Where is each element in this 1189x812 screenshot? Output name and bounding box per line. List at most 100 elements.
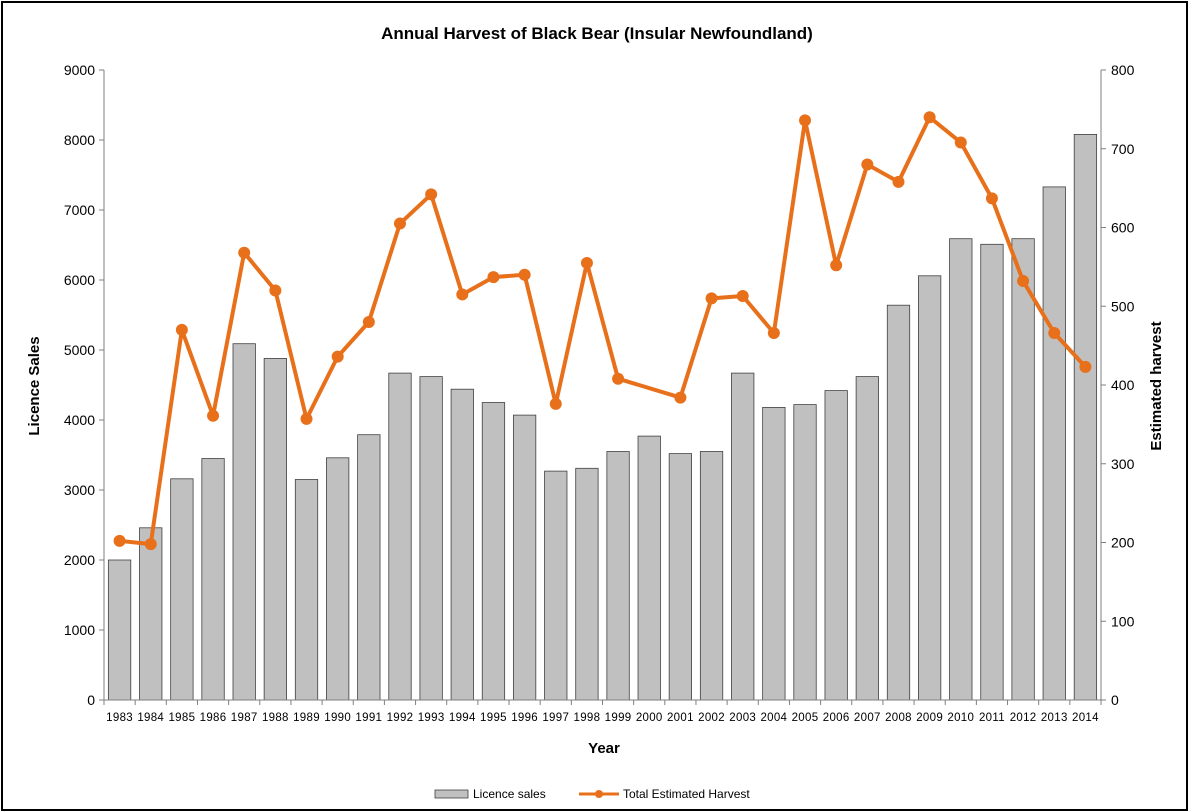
x-axis-title: Year <box>588 740 620 757</box>
y-tick-label: 8000 <box>64 132 95 148</box>
harvest-point-1998 <box>580 256 593 269</box>
harvest-point-1999 <box>612 372 625 385</box>
bar-1994 <box>450 388 474 701</box>
y2-tick-label: 400 <box>1111 377 1135 393</box>
bar-2009 <box>918 275 942 701</box>
harvest-point-2009 <box>923 111 936 124</box>
x-tick-label-1999: 1999 <box>605 712 632 724</box>
x-tick-label-2012: 2012 <box>1010 712 1037 724</box>
bar-2000 <box>637 435 661 701</box>
y-tick-label: 9000 <box>64 62 95 78</box>
bar-2003 <box>731 372 755 701</box>
y2-tick-label: 100 <box>1111 613 1135 629</box>
bar-1987 <box>232 343 256 701</box>
bar-1998 <box>575 467 599 701</box>
x-tick-label-2005: 2005 <box>792 712 819 724</box>
x-tick-label-2002: 2002 <box>698 712 725 724</box>
y2-tick-label: 200 <box>1111 535 1135 551</box>
bar-2001 <box>668 453 692 701</box>
y-tick-label: 6000 <box>64 272 95 288</box>
y-tick-label: 4000 <box>64 412 95 428</box>
legend: Licence sales Total Estimated Harvest <box>434 787 750 801</box>
x-tick-label-1993: 1993 <box>418 712 445 724</box>
y2-tick-label: 300 <box>1111 456 1135 472</box>
y2-tick-label: 0 <box>1111 692 1119 708</box>
bar-1995 <box>481 402 506 701</box>
line-series <box>113 111 1092 551</box>
harvest-point-2008 <box>892 175 905 188</box>
x-tick-label-2009: 2009 <box>916 712 943 724</box>
x-tick-label-1998: 1998 <box>574 712 601 724</box>
bar-1986 <box>201 458 225 701</box>
x-tick-label-1989: 1989 <box>293 712 320 724</box>
bar-1991 <box>357 434 381 701</box>
x-tick-label-1995: 1995 <box>480 712 507 724</box>
harvest-point-2012 <box>1017 275 1030 288</box>
chart-title: Annual Harvest of Black Bear (Insular Ne… <box>381 24 813 43</box>
bar-1992 <box>388 372 412 701</box>
bar-2011 <box>980 243 1004 701</box>
x-tick-label-2007: 2007 <box>854 712 881 724</box>
harvest-point-2014 <box>1079 360 1092 373</box>
harvest-point-1984 <box>144 538 157 551</box>
bar-1983 <box>107 559 132 701</box>
bar-2013 <box>1042 186 1066 701</box>
legend-label-licence-sales: Licence sales <box>473 787 546 801</box>
bar-2007 <box>855 376 879 701</box>
x-tick-label-2004: 2004 <box>760 712 787 724</box>
bar-1988 <box>263 357 287 701</box>
x-tick-label-1984: 1984 <box>137 712 164 724</box>
y-tick-label: 1000 <box>64 622 95 638</box>
harvest-point-1987 <box>238 246 251 259</box>
x-tick-label-2010: 2010 <box>947 712 974 724</box>
bar-1997 <box>544 470 568 701</box>
legend-label-harvest: Total Estimated Harvest <box>623 787 750 801</box>
y-tick-label: 0 <box>87 692 95 708</box>
harvest-point-1991 <box>362 316 375 328</box>
bar-2010 <box>949 238 973 701</box>
bar-2014 <box>1073 133 1098 701</box>
x-tick-label-2013: 2013 <box>1041 712 1068 724</box>
bar-2004 <box>762 406 786 701</box>
harvest-point-2010 <box>954 136 967 149</box>
x-tick-label-2001: 2001 <box>667 712 694 724</box>
bar-1990 <box>326 457 350 701</box>
harvest-point-2004 <box>767 327 780 340</box>
y2-tick-label: 500 <box>1111 298 1135 314</box>
bar-2008 <box>886 304 911 701</box>
y2-axis-ticks: 0 100 200 300 400 500 600 700 800 <box>1101 62 1135 708</box>
x-tick-label-1992: 1992 <box>387 712 414 724</box>
harvest-point-2007 <box>861 158 874 171</box>
x-tick-label-1991: 1991 <box>355 712 382 724</box>
harvest-point-1983 <box>113 534 126 547</box>
x-tick-label-2011: 2011 <box>979 712 1005 724</box>
harvest-point-1985 <box>175 323 188 336</box>
x-tick-label-2006: 2006 <box>823 712 850 724</box>
bar-1985 <box>170 478 194 701</box>
x-tick-label-2008: 2008 <box>885 712 912 724</box>
harvest-point-1990 <box>331 350 344 363</box>
y-axis-ticks: 0 1000 2000 3000 4000 5000 6000 7000 8000 9000 <box>64 62 104 708</box>
y-tick-label: 2000 <box>64 552 95 568</box>
harvest-point-2011 <box>985 192 998 205</box>
harvest-point-1994 <box>456 288 469 301</box>
harvest-point-2003 <box>736 290 749 303</box>
x-tick-label-1986: 1986 <box>200 712 227 724</box>
y2-tick-label: 700 <box>1111 141 1135 157</box>
bar-series <box>107 133 1098 701</box>
x-tick-label-1996: 1996 <box>511 712 538 724</box>
harvest-point-1989 <box>300 412 313 425</box>
bar-2005 <box>793 404 817 701</box>
bar-1999 <box>606 451 630 701</box>
harvest-point-2002 <box>705 292 718 305</box>
x-tick-label-1988: 1988 <box>262 712 289 724</box>
bar-1989 <box>294 479 319 701</box>
harvest-point-2005 <box>799 114 812 127</box>
x-tick-label-1994: 1994 <box>449 712 476 724</box>
y-tick-label: 7000 <box>64 202 95 218</box>
harvest-point-2001 <box>674 391 687 404</box>
harvest-point-1995 <box>487 271 500 284</box>
x-tick-label-1985: 1985 <box>168 712 195 724</box>
harvest-point-1992 <box>393 217 406 230</box>
